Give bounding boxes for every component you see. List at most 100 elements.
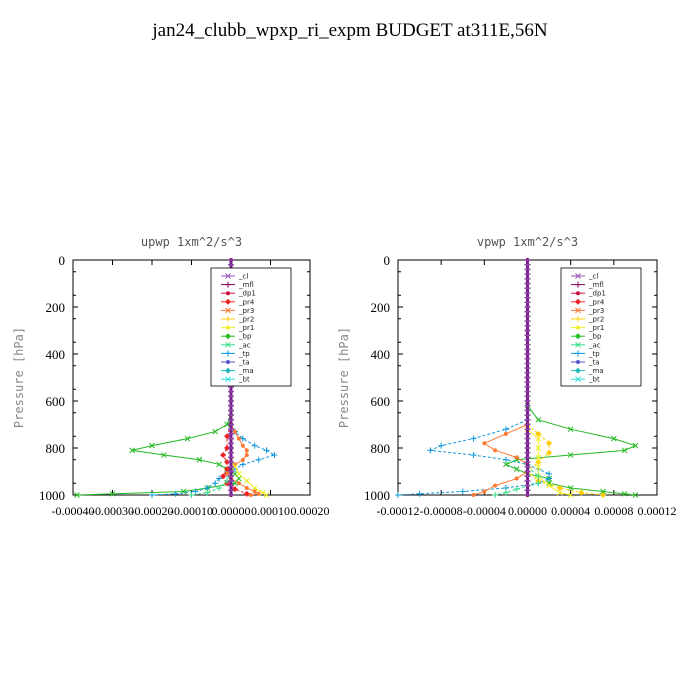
legend-swatch-marker [575, 350, 581, 357]
x-tick-label: 0.00008 [594, 504, 633, 518]
data-point [243, 478, 250, 484]
data-point [224, 421, 230, 428]
data-point [600, 488, 606, 495]
data-point [216, 484, 223, 491]
legend-label: _pr4 [588, 298, 605, 306]
y-tick-label: 0 [59, 253, 66, 268]
y-tick-label: 200 [371, 300, 391, 315]
data-point [471, 493, 476, 497]
data-point [220, 452, 227, 459]
series-line-pr2 [526, 424, 604, 496]
y-tick-label: 800 [46, 441, 66, 456]
data-point [535, 480, 542, 487]
legend-label: _tp [238, 350, 250, 358]
legend-swatch-marker [225, 333, 231, 340]
data-point [546, 480, 552, 487]
data-point [248, 493, 253, 497]
legend-swatch-marker [575, 273, 581, 279]
data-point [236, 470, 242, 477]
data-point [578, 489, 585, 496]
data-point [514, 476, 519, 481]
data-point [196, 456, 203, 463]
data-point [236, 436, 241, 441]
y-axis-label: Pressure [hPa] [337, 327, 351, 428]
legend-swatch-marker [575, 298, 581, 305]
data-point [503, 431, 508, 436]
legend-swatch-marker [225, 341, 231, 348]
data-point [621, 490, 628, 497]
data-point [503, 461, 509, 468]
data-point [244, 453, 249, 458]
data-point [600, 492, 607, 498]
legend-swatch-marker [575, 341, 581, 348]
legend-swatch-marker [576, 325, 580, 330]
x-tick-label: -0.00020 [131, 504, 174, 518]
data-point [172, 490, 179, 497]
legend-label: _dp1 [238, 290, 256, 298]
data-point [395, 492, 401, 498]
x-tick-label: -0.00030 [91, 504, 134, 518]
data-point [263, 447, 270, 454]
data-point [232, 463, 238, 470]
data-point [239, 461, 246, 468]
legend-swatch-marker [576, 360, 580, 364]
x-tick-label: -0.00012 [377, 504, 420, 518]
data-point [236, 481, 241, 486]
data-point [204, 489, 211, 496]
data-point [513, 486, 520, 493]
data-point [224, 459, 231, 466]
y-tick-label: 400 [46, 347, 66, 362]
legend-swatch-marker [576, 291, 580, 296]
legend-swatch-marker [225, 316, 231, 322]
data-point [535, 454, 542, 461]
data-point [244, 448, 249, 453]
x-tick-label: -0.00008 [420, 504, 463, 518]
data-point [74, 492, 80, 498]
legend-swatch-marker [226, 360, 230, 364]
data-point [216, 461, 223, 468]
y-tick-label: 800 [371, 441, 391, 456]
data-point [482, 489, 487, 494]
panel-title: upwp 1xm^2/s^3 [141, 235, 242, 249]
panel-title: vpwp 1xm^2/s^3 [477, 235, 578, 249]
legend-label: _pr4 [238, 298, 255, 306]
x-tick-label: 0.00020 [291, 504, 330, 518]
series-line-pr3 [473, 424, 528, 496]
legend-swatch-marker [575, 333, 581, 340]
data-point [212, 428, 219, 435]
legend-swatch-marker [225, 281, 231, 288]
legend-label: _pr3 [238, 307, 254, 315]
data-point [535, 463, 542, 470]
data-point [535, 473, 542, 480]
data-point [212, 480, 219, 487]
legend-label: _mfl [238, 281, 254, 289]
y-tick-label: 0 [384, 253, 391, 268]
data-point [535, 416, 542, 423]
legend-label: _ta [588, 359, 600, 367]
legend-label: _cl [588, 273, 598, 281]
data-point [556, 484, 563, 491]
data-point [255, 456, 262, 463]
data-point [192, 488, 199, 495]
data-point [259, 489, 266, 496]
x-tick-label: -0.00004 [463, 504, 506, 518]
data-point [632, 442, 639, 449]
data-point [109, 490, 116, 497]
legend-label: _cl [238, 273, 248, 281]
x-tick-label: 0.00012 [638, 504, 677, 518]
data-point [220, 473, 227, 480]
data-point [546, 482, 552, 489]
legend-swatch-marker [575, 281, 581, 288]
data-point [271, 452, 278, 459]
legend-swatch-marker [225, 376, 231, 383]
data-point [470, 435, 477, 442]
series-line-tp [397, 419, 550, 496]
data-point [632, 492, 639, 498]
data-point [493, 483, 498, 488]
legend-label: _bp [588, 333, 602, 341]
y-tick-label: 1000 [364, 488, 390, 503]
legend-label: _bt [588, 376, 600, 384]
data-point [129, 447, 136, 454]
data-point [251, 442, 258, 449]
